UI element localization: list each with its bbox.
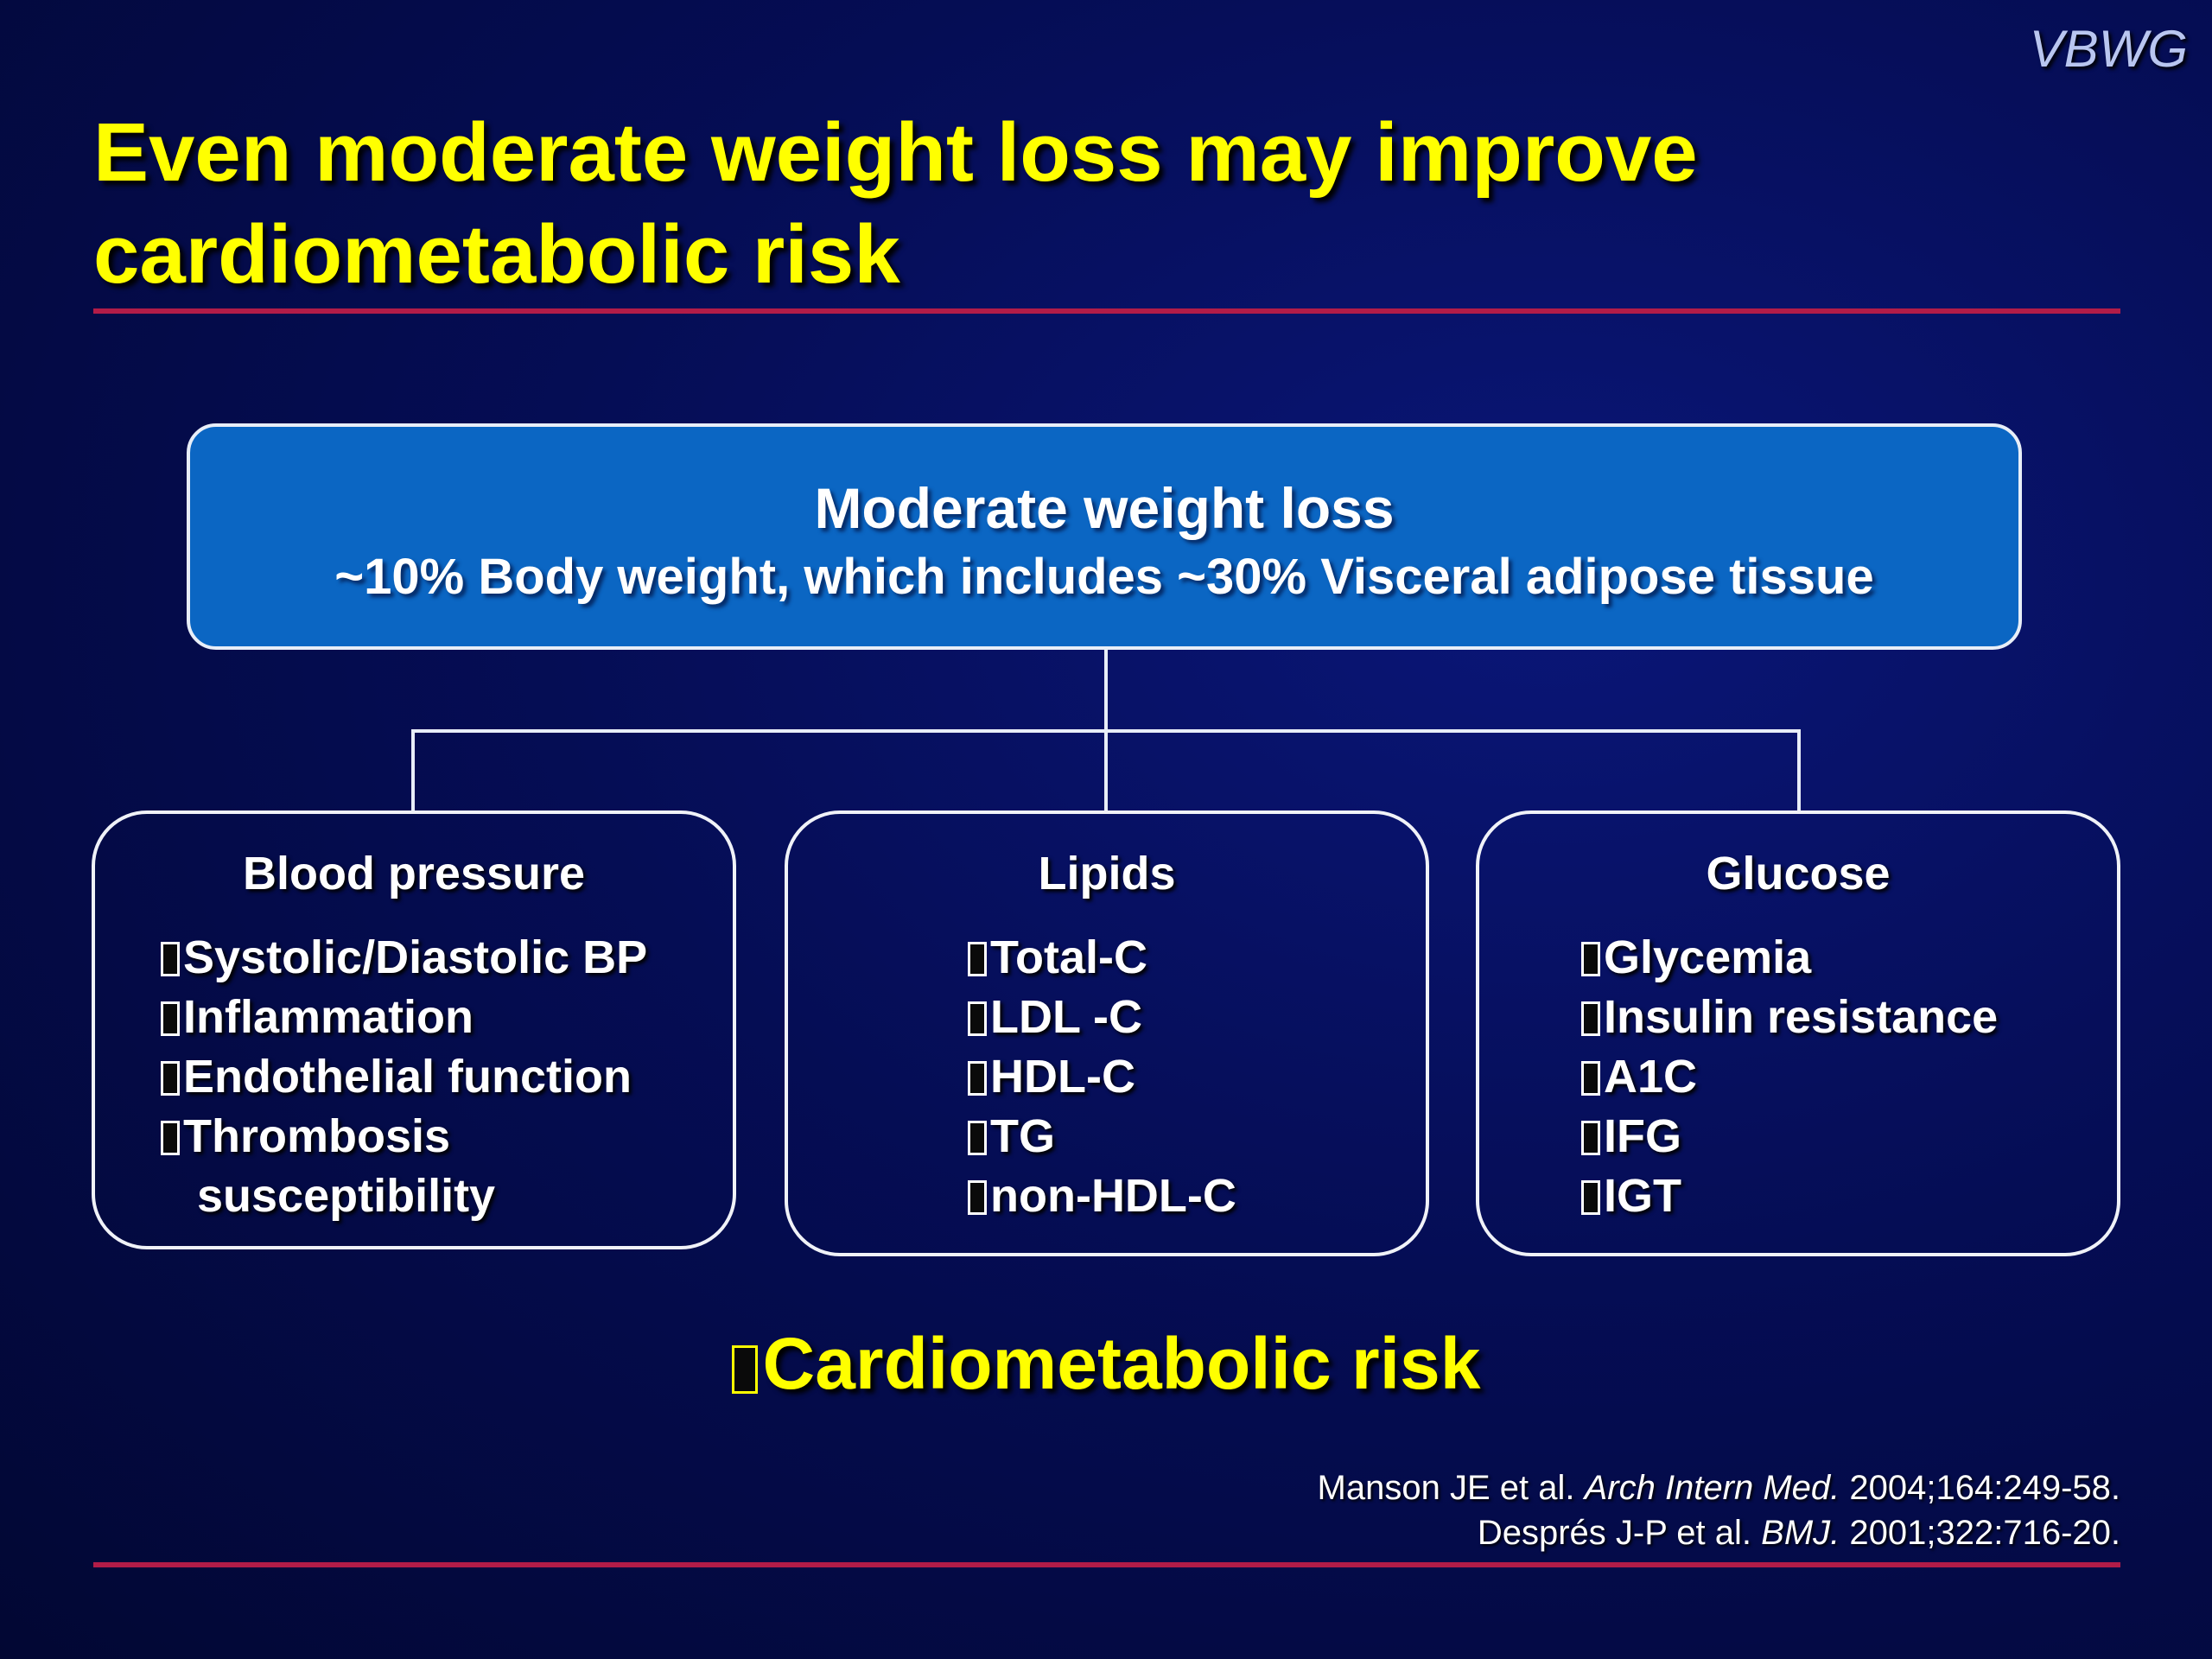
lipids-list: Total-C LDL -C HDL-C TG non-HDL-C <box>788 928 1426 1226</box>
list-item: Total-C <box>968 928 1426 988</box>
connector-vertical-top <box>1104 650 1108 733</box>
list-item: HDL-C <box>968 1047 1426 1107</box>
down-arrow-icon <box>1581 1121 1600 1155</box>
reference-1: Manson JE et al. Arch Intern Med. 2004;1… <box>1317 1469 2120 1507</box>
list-item: IFG <box>1581 1107 2117 1166</box>
list-item: Endothelial function <box>161 1047 733 1107</box>
glucose-list: Glycemia Insulin resistance A1C IFG IGT <box>1479 928 2117 1226</box>
down-arrow-icon <box>1581 942 1600 976</box>
list-item: TG <box>968 1107 1426 1166</box>
down-arrow-icon <box>161 1121 180 1155</box>
lipids-box: Lipids Total-C LDL -C HDL-C TG non-HDL-C <box>785 810 1429 1256</box>
logo: VBWG <box>2029 20 2188 78</box>
list-item: LDL -C <box>968 988 1426 1047</box>
blood-pressure-box: Blood pressure Systolic/Diastolic BP Inf… <box>92 810 736 1249</box>
reference-2: Després J-P et al. BMJ. 2001;322:716-20. <box>1477 1514 2120 1552</box>
list-item-continuation: susceptibility <box>197 1170 496 1222</box>
down-arrow-icon <box>968 1180 987 1215</box>
connector-right <box>1797 729 1801 812</box>
down-arrow-icon <box>161 1001 180 1036</box>
footer-divider <box>93 1562 2120 1567</box>
title-divider <box>93 308 2120 314</box>
moderate-weight-loss-box: Moderate weight loss ~10% Body weight, w… <box>187 423 2022 650</box>
down-arrow-icon <box>968 1001 987 1036</box>
slide-title-line-2: cardiometabolic risk <box>93 208 900 301</box>
down-arrow-icon <box>161 942 180 976</box>
lipids-title: Lipids <box>1038 848 1176 899</box>
list-item: A1C <box>1581 1047 2117 1107</box>
slide-title-line-1: Even moderate weight loss may improve <box>93 106 1698 199</box>
slide-title: Even moderate weight loss may improve ca… <box>93 102 2081 306</box>
up-arrow-icon <box>968 1061 987 1096</box>
down-arrow-icon <box>968 1121 987 1155</box>
down-arrow-icon <box>1581 1180 1600 1215</box>
blood-pressure-title: Blood pressure <box>242 848 586 899</box>
list-item: Inflammation <box>161 988 733 1047</box>
down-arrow-icon <box>1581 1061 1600 1096</box>
list-item: IGT <box>1581 1166 2117 1226</box>
top-box-title: Moderate weight loss <box>814 476 1395 540</box>
list-item: non-HDL-C <box>968 1166 1426 1226</box>
list-item: Insulin resistance <box>1581 988 2117 1047</box>
references: Manson JE et al. Arch Intern Med. 2004;1… <box>1318 1465 2120 1555</box>
cardiometabolic-risk-statement: Cardiometabolic risk <box>0 1322 2212 1406</box>
down-arrow-icon <box>968 942 987 976</box>
list-item: Thrombosis <box>161 1107 733 1166</box>
glucose-box: Glucose Glycemia Insulin resistance A1C … <box>1476 810 2120 1256</box>
up-arrow-icon <box>161 1061 180 1096</box>
down-arrow-icon <box>731 1345 758 1394</box>
top-box-subtitle: ~10% Body weight, which includes ~30% Vi… <box>334 549 1874 605</box>
blood-pressure-list: Systolic/Diastolic BP Inflammation Endot… <box>95 928 733 1226</box>
down-arrow-icon <box>1581 1001 1600 1036</box>
connector-left <box>411 729 415 812</box>
list-item: Glycemia <box>1581 928 2117 988</box>
connector-middle <box>1104 729 1108 812</box>
list-item: Systolic/Diastolic BP <box>161 928 733 988</box>
glucose-title: Glucose <box>1706 848 1891 899</box>
